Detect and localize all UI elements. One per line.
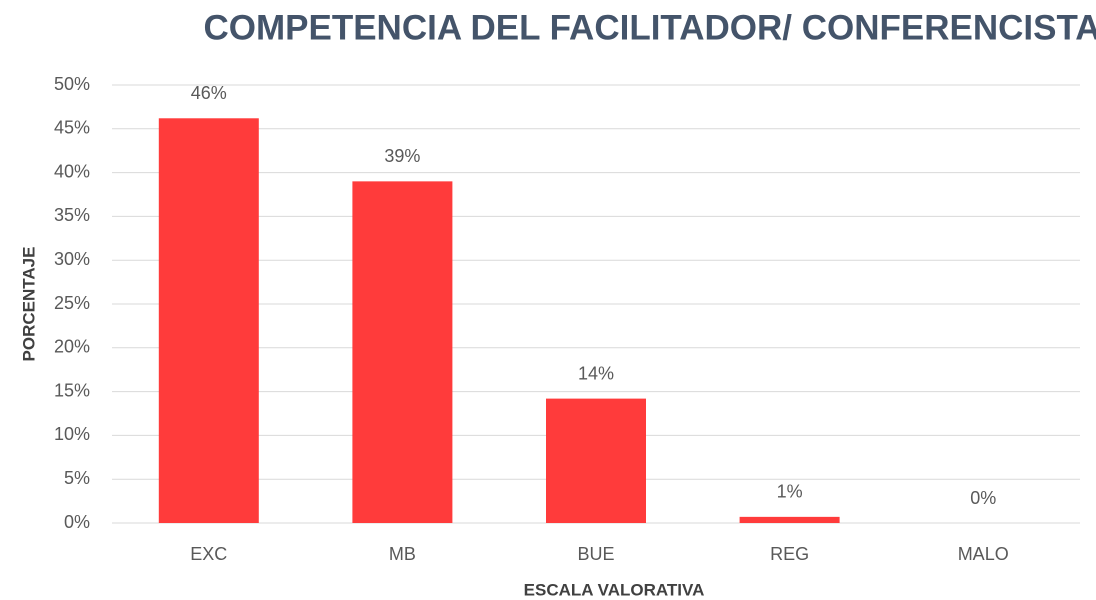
y-tick-label: 45% [54, 118, 90, 138]
bar [158, 118, 259, 524]
y-tick-label: 0% [64, 512, 90, 532]
y-tick-label: 50% [54, 74, 90, 94]
data-label: 46% [191, 83, 227, 103]
chart-title: COMPETENCIA DEL FACILITADOR/ CONFERENCIS… [203, 8, 1096, 47]
x-tick-label: EXC [190, 544, 227, 564]
data-label: 14% [578, 363, 614, 383]
x-tick-label: REG [770, 544, 809, 564]
y-axis-title: PORCENTAJE [19, 247, 38, 362]
y-tick-label: 15% [54, 380, 90, 400]
bar [546, 398, 646, 523]
data-label: 39% [384, 146, 420, 166]
y-tick-label: 25% [54, 293, 90, 313]
y-tick-label: 10% [54, 424, 90, 444]
bar [739, 516, 840, 523]
x-axis-title: ESCALA VALORATIVA [524, 580, 705, 599]
y-tick-label: 40% [54, 161, 90, 181]
x-tick-label: BUE [577, 544, 614, 564]
data-label: 1% [777, 482, 803, 502]
x-tick-label: MALO [958, 544, 1009, 564]
y-tick-label: 5% [64, 468, 90, 488]
y-tick-label: 35% [54, 205, 90, 225]
x-tick-label: MB [389, 544, 416, 564]
bar [352, 181, 453, 524]
y-tick-label: 30% [54, 249, 90, 269]
y-tick-label: 20% [54, 337, 90, 357]
data-label: 0% [970, 488, 996, 508]
